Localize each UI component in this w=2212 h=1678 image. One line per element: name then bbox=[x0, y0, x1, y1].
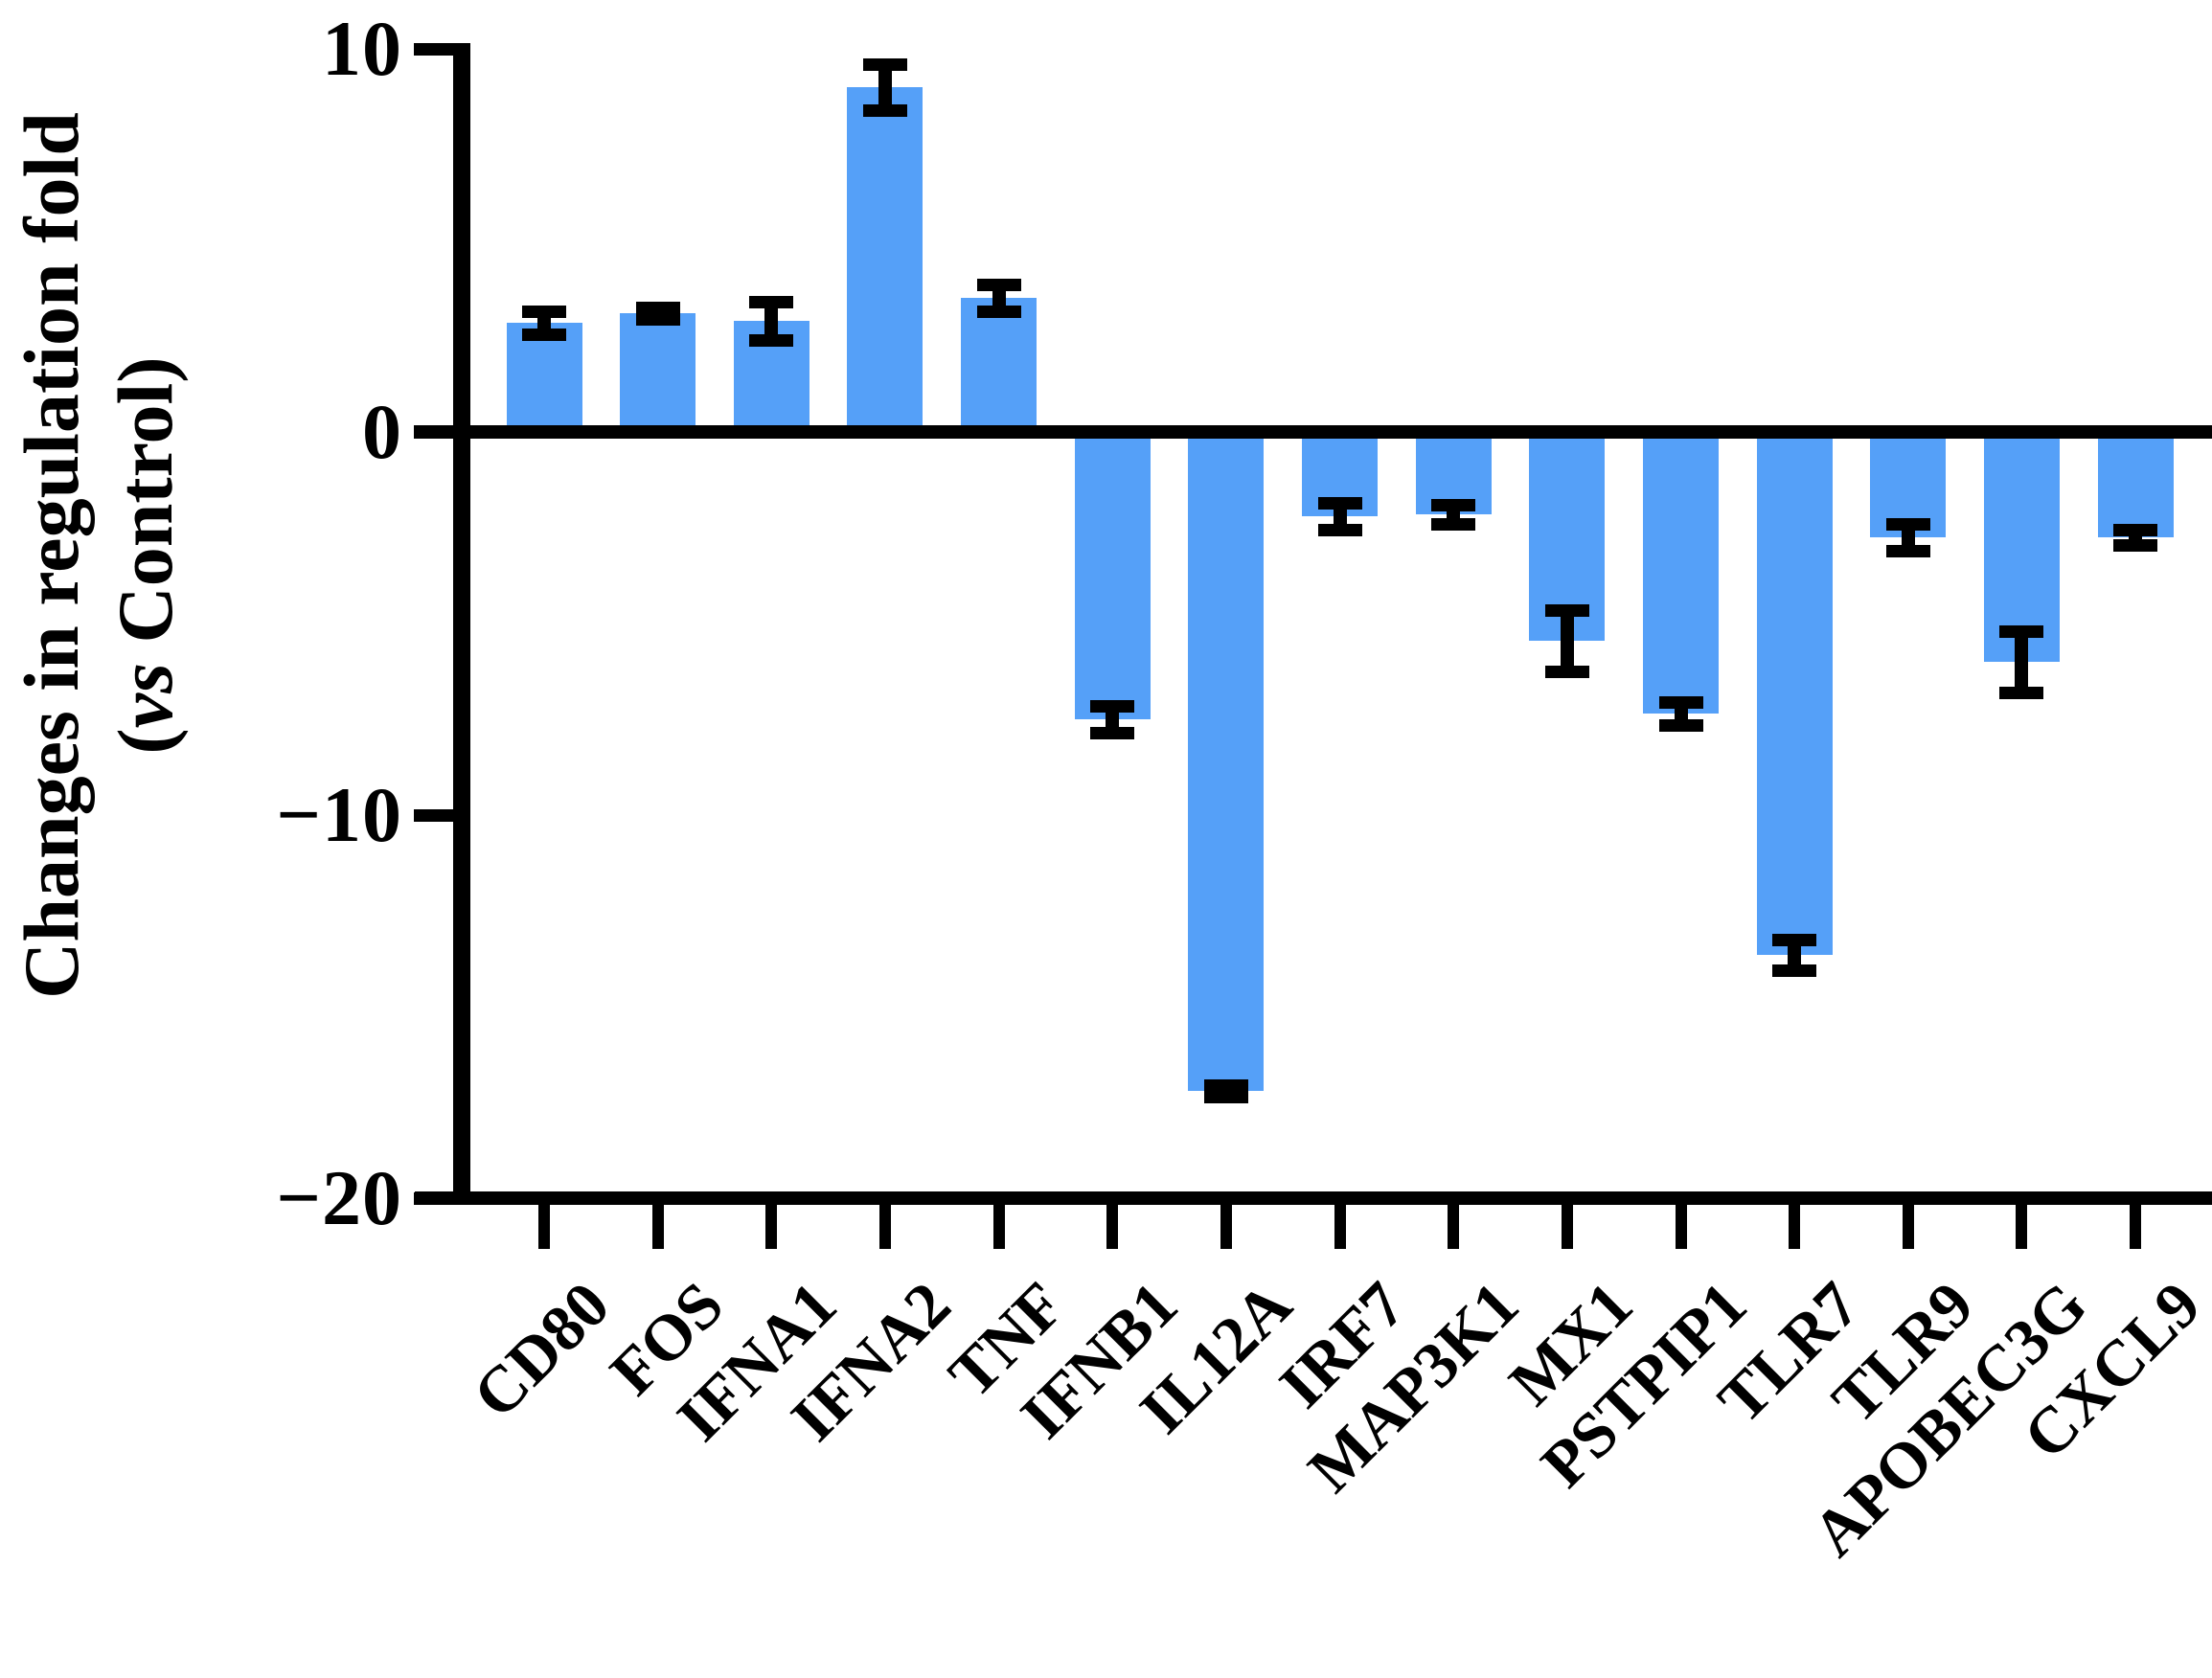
error-bar-stem-ifna1 bbox=[764, 302, 779, 340]
error-bar-cap-top-tlr9 bbox=[1885, 517, 1930, 531]
x-tick-mx1 bbox=[1561, 1205, 1573, 1249]
error-bar-cap-top-irf7 bbox=[1317, 496, 1362, 510]
error-bar-cap-top-fos bbox=[635, 301, 680, 314]
y-axis-title-italic-vs: vs bbox=[102, 663, 189, 729]
error-bar-cap-top-apobec3g bbox=[1999, 624, 2044, 638]
x-tick-irf7 bbox=[1334, 1205, 1346, 1249]
x-tick-ifnb1 bbox=[1106, 1205, 1119, 1249]
x-tick-il12a bbox=[1220, 1205, 1232, 1249]
x-tick-fos bbox=[651, 1205, 664, 1249]
error-bar-cap-top-pstpip1 bbox=[1658, 695, 1703, 709]
error-bar-stem-tlr7 bbox=[1788, 940, 1802, 970]
error-bar-cap-bottom-ifnb1 bbox=[1090, 726, 1135, 739]
error-bar-cap-bottom-il12a bbox=[1203, 1090, 1248, 1103]
y-axis-line bbox=[453, 43, 470, 1205]
error-bar-cap-bottom-mx1 bbox=[1544, 665, 1589, 678]
error-bar-stem-apobec3g bbox=[2015, 631, 2029, 692]
error-bar-cap-bottom-pstpip1 bbox=[1658, 718, 1703, 732]
error-bar-cap-bottom-fos bbox=[635, 312, 680, 326]
error-bar-cap-bottom-cd80 bbox=[522, 328, 566, 341]
error-bar-cap-bottom-cxcl9 bbox=[2113, 538, 2158, 552]
bar-ifnb1 bbox=[1074, 432, 1151, 719]
y-axis-title-line1: Changes in regulation fold bbox=[8, 112, 95, 999]
bar-il12a bbox=[1188, 432, 1265, 1091]
error-bar-cap-top-cd80 bbox=[522, 305, 566, 318]
error-bar-stem-irf7 bbox=[1333, 503, 1347, 530]
x-tick-tlr9 bbox=[1902, 1205, 1914, 1249]
bar-ifna2 bbox=[847, 87, 924, 432]
error-bar-cap-top-ifna1 bbox=[749, 295, 794, 308]
y-tick-label-10: 10 bbox=[322, 5, 402, 92]
y-tick-0 bbox=[414, 425, 470, 439]
error-bar-cap-bottom-tnf bbox=[976, 305, 1021, 318]
x-tick-tlr7 bbox=[1789, 1205, 1801, 1249]
x-tick-apobec3g bbox=[2016, 1205, 2028, 1249]
bar-pstpip1 bbox=[1643, 432, 1719, 714]
y-tick-label-0: 0 bbox=[362, 388, 402, 475]
y-axis-title-line2: (vs Control) bbox=[102, 356, 189, 755]
error-bar-stem-tlr9 bbox=[1901, 524, 1915, 551]
y-axis-title: Changes in regulation fold (vs Control) bbox=[5, 0, 196, 1216]
error-bar-cap-bottom-irf7 bbox=[1317, 523, 1362, 536]
y-tick-10 bbox=[414, 42, 470, 56]
bar-tlr7 bbox=[1756, 432, 1833, 955]
error-bar-cap-bottom-apobec3g bbox=[1999, 686, 2044, 699]
error-bar-cap-bottom-tlr7 bbox=[1772, 964, 1817, 977]
error-bar-cap-bottom-ifna1 bbox=[749, 333, 794, 347]
error-bar-stem-ifnb1 bbox=[1106, 706, 1120, 733]
error-bar-stem-ifna2 bbox=[878, 64, 892, 110]
error-bar-cap-top-il12a bbox=[1203, 1078, 1248, 1092]
bar-cxcl9 bbox=[2097, 432, 2174, 537]
error-bar-stem-mx1 bbox=[1560, 610, 1574, 671]
bar-tnf bbox=[961, 298, 1038, 432]
y-tick-label--10: −10 bbox=[276, 771, 402, 858]
bar-cd80 bbox=[506, 323, 582, 432]
y-tick--10 bbox=[414, 808, 470, 822]
error-bar-cap-bottom-map3k1 bbox=[1431, 517, 1476, 531]
x-tick-ifna1 bbox=[765, 1205, 778, 1249]
error-bar-cap-bottom-ifna2 bbox=[862, 103, 907, 117]
error-bar-cap-top-mx1 bbox=[1544, 603, 1589, 617]
error-bar-cap-top-ifna2 bbox=[862, 57, 907, 71]
error-bar-cap-bottom-tlr9 bbox=[1885, 544, 1930, 557]
error-bar-stem-tnf bbox=[992, 284, 1006, 311]
bar-fos bbox=[620, 313, 696, 432]
y-tick-label--20: −20 bbox=[276, 1154, 402, 1241]
error-bar-cap-top-cxcl9 bbox=[2113, 523, 2158, 536]
zero-baseline bbox=[414, 425, 2212, 439]
error-bar-cap-top-tlr7 bbox=[1772, 933, 1817, 946]
error-bar-cap-top-map3k1 bbox=[1431, 498, 1476, 511]
x-tick-cxcl9 bbox=[2130, 1205, 2142, 1249]
x-tick-tnf bbox=[992, 1205, 1005, 1249]
x-tick-ifna2 bbox=[878, 1205, 891, 1249]
y-tick--20 bbox=[414, 1191, 470, 1205]
error-bar-cap-top-tnf bbox=[976, 278, 1021, 291]
bar-apobec3g bbox=[1983, 432, 2060, 662]
x-tick-pstpip1 bbox=[1675, 1205, 1687, 1249]
x-tick-cd80 bbox=[538, 1205, 550, 1249]
error-bar-cap-top-ifnb1 bbox=[1090, 699, 1135, 713]
x-tick-map3k1 bbox=[1448, 1205, 1460, 1249]
x-axis-line bbox=[415, 1191, 2212, 1205]
